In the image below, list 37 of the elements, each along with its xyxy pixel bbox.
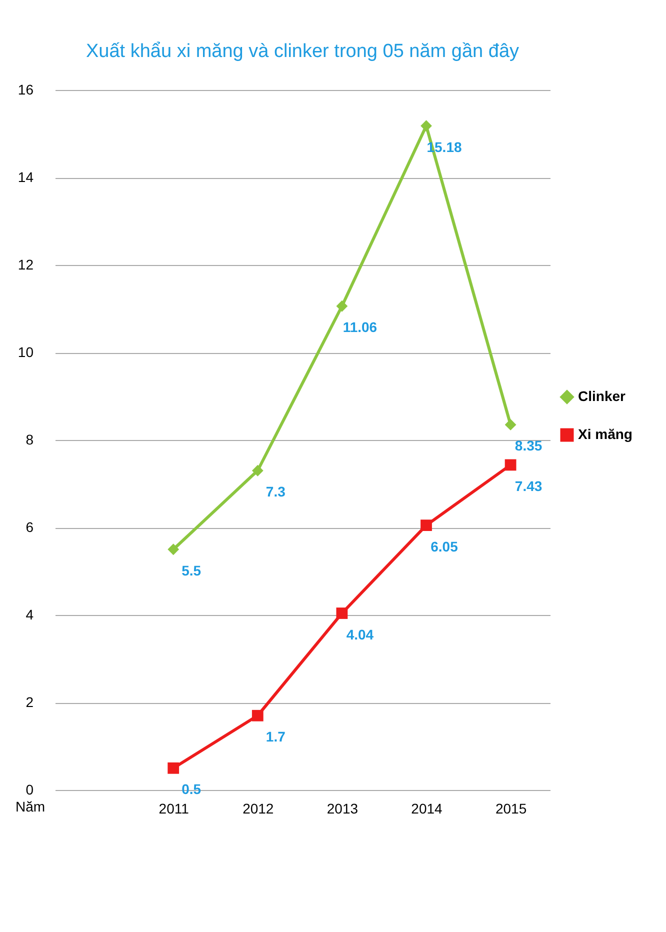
point: [336, 300, 348, 312]
data-label: 4.04: [346, 626, 374, 642]
x-tick-label: 2015: [495, 800, 527, 816]
point: [420, 120, 432, 132]
data-label: 5.5: [182, 562, 202, 578]
y-tick-label: 8: [26, 432, 34, 448]
y-tick-label: 16: [18, 82, 34, 98]
y-tick-label: 12: [18, 256, 34, 272]
x-axis-title: Năm: [16, 798, 46, 814]
x-tick-label: 2013: [326, 800, 358, 816]
data-label: 8.35: [514, 438, 542, 454]
y-tick-label: 6: [26, 519, 34, 535]
point: [252, 464, 264, 476]
point: [252, 710, 264, 722]
point: [504, 418, 516, 430]
data-label: 7.3: [266, 484, 286, 500]
data-label: 1.7: [266, 728, 286, 745]
data-label: 6.05: [430, 538, 458, 554]
data-label: 0.5: [182, 781, 202, 798]
y-tick-label: 2: [26, 694, 34, 710]
data-label: 7.43: [514, 478, 542, 494]
y-tick-label: 4: [26, 606, 34, 622]
x-tick-label: 2014: [411, 800, 443, 816]
x-tick-label: 2012: [242, 800, 274, 816]
legend-label: Clinker: [578, 388, 626, 404]
point: [420, 520, 432, 532]
data-label: 11.06: [342, 319, 378, 336]
point: [504, 459, 516, 471]
point: [336, 608, 348, 619]
y-tick-label: 10: [18, 344, 34, 360]
point: [168, 762, 180, 774]
legend-label: Xi măng: [578, 426, 632, 442]
y-tick-label: 0: [26, 782, 34, 798]
point: [168, 544, 180, 556]
x-tick-label: 2011: [158, 800, 190, 816]
chart-title: Xuất khẩu xi măng và clinker trong 05 năm gần đây: [86, 41, 520, 62]
y-tick-label: 14: [18, 169, 34, 185]
